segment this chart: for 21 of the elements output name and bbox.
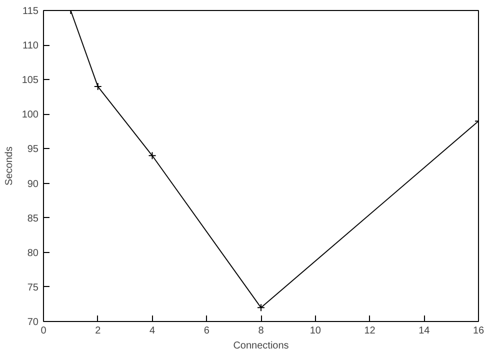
y-tick-label: 105 xyxy=(22,75,39,86)
x-axis-title: Connections xyxy=(233,340,289,352)
y-tick-label: 110 xyxy=(22,40,39,52)
y-tick-label: 80 xyxy=(27,248,39,259)
x-tick-label: 14 xyxy=(418,326,430,336)
y-tick-label: 90 xyxy=(27,178,39,190)
x-tick-label: 6 xyxy=(204,326,210,336)
x-tick-label: 10 xyxy=(310,326,322,336)
y-tick-label: 95 xyxy=(27,144,39,156)
y-tick-label: 75 xyxy=(27,282,39,294)
x-tick-label: 16 xyxy=(472,326,484,336)
y-tick-label: 70 xyxy=(27,317,39,328)
x-tick-label: 0 xyxy=(40,326,47,336)
x-tick-label: 12 xyxy=(364,326,376,336)
y-axis-title: Seconds xyxy=(4,146,15,186)
y-tick-label: 115 xyxy=(22,6,39,17)
y-tick-label: 85 xyxy=(27,213,39,224)
x-tick-label: 8 xyxy=(258,326,264,336)
x-tick-label: 4 xyxy=(149,326,156,336)
y-tick-label: 100 xyxy=(22,110,39,121)
x-tick-label: 2 xyxy=(95,326,102,336)
